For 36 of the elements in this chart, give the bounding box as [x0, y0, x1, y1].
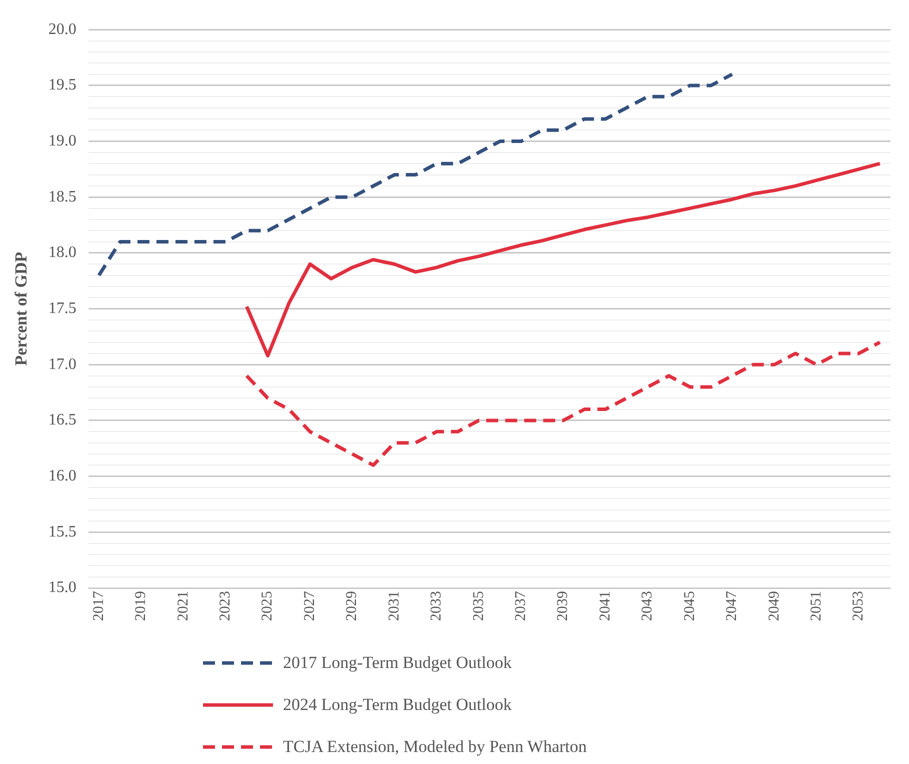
x-tick-label: 2049	[766, 591, 782, 621]
x-tick-label: 2021	[175, 591, 192, 621]
legend-label: 2024 Long-Term Budget Outlook	[283, 695, 512, 715]
y-tick-label: 17.5	[48, 300, 76, 318]
x-tick-label: 2017	[90, 590, 107, 621]
line-series	[97, 72, 734, 278]
x-tick-label: 2031	[386, 591, 402, 621]
x-tick-label: 2033	[428, 591, 445, 621]
y-tick-label: 20.0	[48, 20, 76, 38]
x-tick-label: 2025	[260, 591, 276, 621]
x-tick-label: 2023	[218, 591, 234, 621]
y-axis-title: Percent of GDP	[12, 252, 31, 366]
x-tick-label: 2047	[724, 590, 740, 621]
legend-label: TCJA Extension, Modeled by Penn Wharton	[283, 737, 587, 757]
x-tick-label: 2035	[470, 591, 487, 621]
x-tick-label: 2045	[682, 591, 698, 621]
x-tick-label: 2051	[808, 591, 825, 621]
x-tick-label: 2043	[640, 591, 656, 621]
y-tick-label: 15.0	[48, 579, 76, 596]
line-series	[244, 340, 882, 467]
x-tick-label: 2039	[555, 591, 572, 621]
y-tick-label: 19.0	[48, 132, 76, 150]
y-tick-label: 18.5	[48, 188, 76, 206]
x-tick-label: 2027	[302, 590, 318, 621]
x-tick-label: 2041	[597, 591, 614, 621]
x-tick-label: 2029	[344, 591, 360, 621]
y-tick-label: 17.0	[48, 356, 76, 373]
x-tick-label: 2019	[133, 591, 150, 621]
y-tick-label: 18.0	[48, 244, 76, 262]
x-tick-label: 2037	[513, 590, 530, 621]
y-tick-label: 16.5	[48, 412, 76, 429]
y-tick-label: 15.5	[48, 523, 76, 540]
y-tick-label: 19.5	[48, 76, 76, 94]
x-tick-label: 2053	[850, 591, 867, 621]
y-tick-label: 16.0	[48, 468, 76, 485]
legend-label: 2017 Long-Term Budget Outlook	[283, 653, 512, 673]
